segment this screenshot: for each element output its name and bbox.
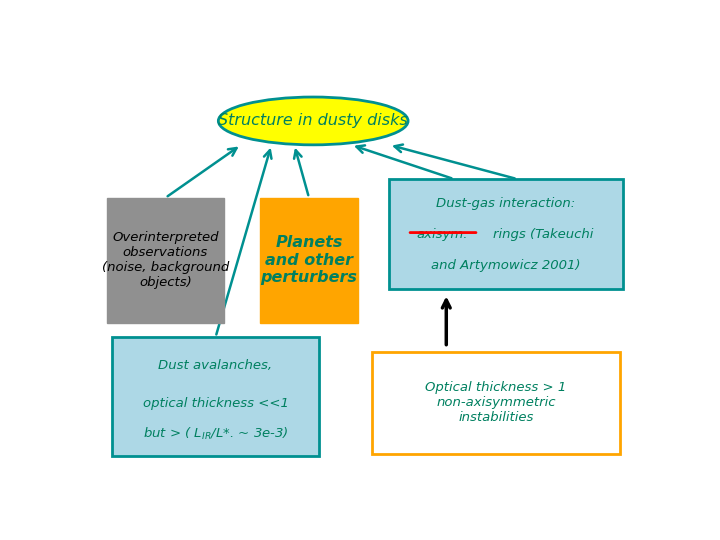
- FancyBboxPatch shape: [107, 198, 224, 322]
- Text: Optical thickness > 1
non-axisymmetric
instabilities: Optical thickness > 1 non-axisymmetric i…: [426, 381, 567, 424]
- Text: Overinterpreted
observations
(noise, background
objects): Overinterpreted observations (noise, bac…: [102, 231, 229, 289]
- Text: Dust avalanches,: Dust avalanches,: [158, 359, 273, 372]
- Ellipse shape: [218, 97, 408, 145]
- FancyBboxPatch shape: [112, 337, 319, 456]
- Text: Planets
and other
perturbers: Planets and other perturbers: [261, 235, 357, 285]
- Text: and Artymowicz 2001): and Artymowicz 2001): [431, 259, 580, 272]
- FancyBboxPatch shape: [372, 352, 620, 454]
- FancyBboxPatch shape: [389, 179, 623, 289]
- Text: optical thickness <<1: optical thickness <<1: [143, 397, 289, 410]
- Text: rings (Takeuchi: rings (Takeuchi: [493, 228, 593, 241]
- Text: but > ( L$_{\mathregular{IR}}$/L*. ~ 3e-3): but > ( L$_{\mathregular{IR}}$/L*. ~ 3e-…: [143, 426, 289, 442]
- Text: Dust-gas interaction:: Dust-gas interaction:: [436, 197, 575, 210]
- FancyBboxPatch shape: [260, 198, 358, 322]
- Text: axisym.: axisym.: [417, 228, 468, 241]
- Text: Structure in dusty disks: Structure in dusty disks: [218, 113, 408, 129]
